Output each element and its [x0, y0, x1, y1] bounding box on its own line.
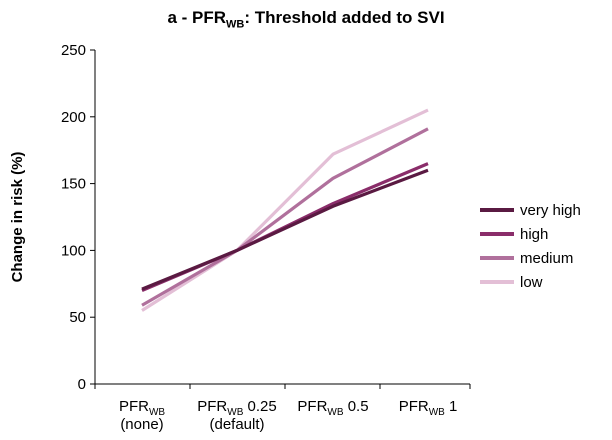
y-tick-label: 200 [61, 109, 86, 126]
legend-label: medium [520, 249, 574, 267]
x-tick-label: PFRWB 0.25 [197, 398, 276, 418]
x-tick-label: PFRWB 1 [399, 398, 458, 418]
y-tick-label: 50 [69, 309, 86, 326]
legend: very high high medium low [480, 198, 581, 294]
y-axis-label: Change in risk (%) [9, 152, 26, 283]
legend-swatch [480, 232, 514, 236]
series-lines [141, 108, 429, 312]
x-tick-sublabel: (none) [120, 416, 163, 433]
y-tick-label: 100 [61, 242, 86, 259]
legend-swatch [480, 280, 514, 284]
legend-item: low [480, 270, 581, 294]
legend-item: high [480, 222, 581, 246]
x-tick-sublabel: (default) [209, 416, 264, 433]
x-tick-label: PFRWB 0.5 [297, 398, 368, 418]
legend-label: low [520, 273, 543, 291]
y-axis: 0 50 100 150 200 250 [61, 42, 96, 393]
series-line-low [141, 108, 429, 312]
y-tick-label: 0 [78, 376, 86, 393]
legend-label: high [520, 225, 549, 243]
legend-item: medium [480, 246, 581, 270]
y-tick-label: 150 [61, 176, 86, 193]
x-tick-label: PFRWB [119, 398, 165, 418]
legend-item: very high [480, 198, 581, 222]
legend-swatch [480, 208, 514, 212]
series-line-very-high [141, 168, 429, 291]
x-axis: PFRWB(none) PFRWB 0.25(default) PFRWB 0.5 P… [94, 383, 471, 433]
y-tick-label: 250 [61, 42, 86, 59]
legend-swatch [480, 256, 514, 260]
series-line-medium [141, 127, 429, 307]
legend-label: very high [520, 201, 581, 219]
chart-title: a - PFRWB: Threshold added to SVI [167, 8, 445, 31]
